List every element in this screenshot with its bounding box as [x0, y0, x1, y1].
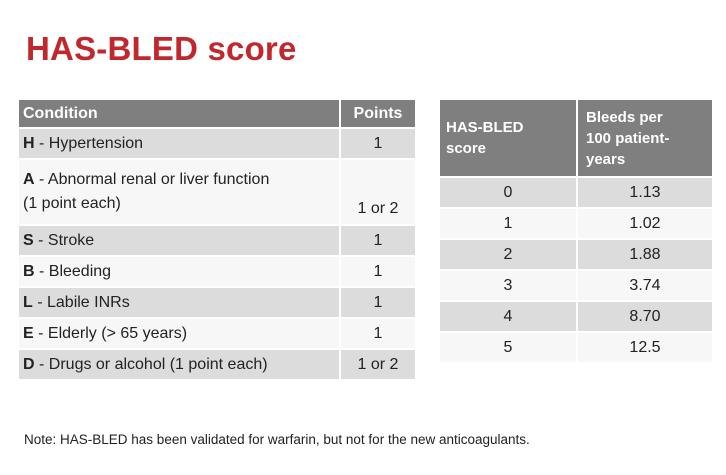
condition-text: - Labile INRs — [32, 293, 130, 311]
table-row: 4 8.70 — [440, 302, 712, 333]
bleeds-cell: 1.88 — [576, 240, 712, 271]
condition-cell: L - Labile INRs — [19, 288, 339, 319]
table-row: H - Hypertension 1 — [19, 129, 415, 160]
score-cell: 1 — [440, 209, 576, 240]
condition-letter: H — [23, 134, 35, 152]
table-row: 0 1.13 — [440, 178, 712, 209]
score-cell: 0 — [440, 178, 576, 209]
condition-letter: L — [23, 293, 33, 311]
condition-text: - Drugs or alcohol (1 point each) — [34, 355, 268, 373]
condition-letter: A — [23, 171, 35, 188]
footnote: Note: HAS-BLED has been validated for wa… — [24, 432, 530, 447]
points-cell: 1 — [339, 257, 415, 288]
condition-letter: D — [23, 355, 35, 373]
condition-text: - Elderly (> 65 years) — [33, 324, 188, 342]
score-header-line1: HAS-BLED — [446, 119, 524, 136]
condition-text-line2: (1 point each) — [23, 195, 121, 212]
points-cell: 1 or 2 — [339, 160, 415, 226]
points-cell: 1 — [339, 319, 415, 350]
bleeds-header-line2: 100 patient- — [586, 129, 670, 147]
condition-cell: B - Bleeding — [19, 257, 339, 288]
condition-cell: A - Abnormal renal or liver function (1 p… — [19, 160, 339, 226]
points-cell: 1 — [339, 129, 415, 160]
condition-cell: S - Stroke — [19, 226, 339, 257]
bleeds-cell: 1.02 — [576, 209, 712, 240]
score-cell: 2 — [440, 240, 576, 271]
conditions-table: Condition Points H - Hypertension 1 A - … — [19, 100, 415, 381]
bleeds-cell: 8.70 — [576, 302, 712, 333]
score-cell: 5 — [440, 333, 576, 364]
condition-cell: E - Elderly (> 65 years) — [19, 319, 339, 350]
condition-letter: S — [23, 231, 34, 249]
bleeds-header-line3: years — [586, 150, 626, 168]
table-row: L - Labile INRs 1 — [19, 288, 415, 319]
condition-cell: H - Hypertension — [19, 129, 339, 160]
score-cell: 4 — [440, 302, 576, 333]
condition-letter: E — [23, 324, 34, 342]
condition-text: - Abnormal renal or liver function — [34, 171, 270, 188]
table-row: A - Abnormal renal or liver function (1 p… — [19, 160, 415, 226]
page-title: HAS-BLED score — [26, 30, 297, 67]
score-header-line2: score — [446, 140, 487, 157]
table-row: E - Elderly (> 65 years) 1 — [19, 319, 415, 350]
points-cell: 1 — [339, 288, 415, 319]
condition-cell: D - Drugs or alcohol (1 point each) — [19, 350, 339, 381]
bleeds-cell: 3.74 — [576, 271, 712, 302]
conditions-header-row: Condition Points — [19, 100, 415, 129]
table-row: B - Bleeding 1 — [19, 257, 415, 288]
table-row: 2 1.88 — [440, 240, 712, 271]
bleeds-header-line1: Bleeds per — [586, 108, 663, 126]
bleeds-cell: 1.13 — [576, 178, 712, 209]
table-row: 5 12.5 — [440, 333, 712, 364]
condition-text: - Hypertension — [34, 134, 144, 152]
bleeds-cell: 12.5 — [576, 333, 712, 364]
table-row: D - Drugs or alcohol (1 point each) 1 or… — [19, 350, 415, 381]
bleeds-column-header: Bleeds per 100 patient- years — [576, 100, 712, 178]
bleeds-table: HAS-BLED score Bleeds per 100 patient- y… — [440, 100, 712, 364]
table-row: S - Stroke 1 — [19, 226, 415, 257]
condition-text: - Stroke — [33, 231, 95, 249]
condition-letter: B — [23, 262, 35, 280]
score-column-header: HAS-BLED score — [440, 100, 576, 178]
condition-text: - Bleeding — [34, 262, 112, 280]
score-cell: 3 — [440, 271, 576, 302]
table-row: 3 3.74 — [440, 271, 712, 302]
points-cell: 1 or 2 — [339, 350, 415, 381]
table-row: 1 1.02 — [440, 209, 712, 240]
condition-column-header: Condition — [19, 100, 339, 129]
points-column-header: Points — [339, 100, 415, 129]
points-cell: 1 — [339, 226, 415, 257]
bleeds-header-row: HAS-BLED score Bleeds per 100 patient- y… — [440, 100, 712, 178]
